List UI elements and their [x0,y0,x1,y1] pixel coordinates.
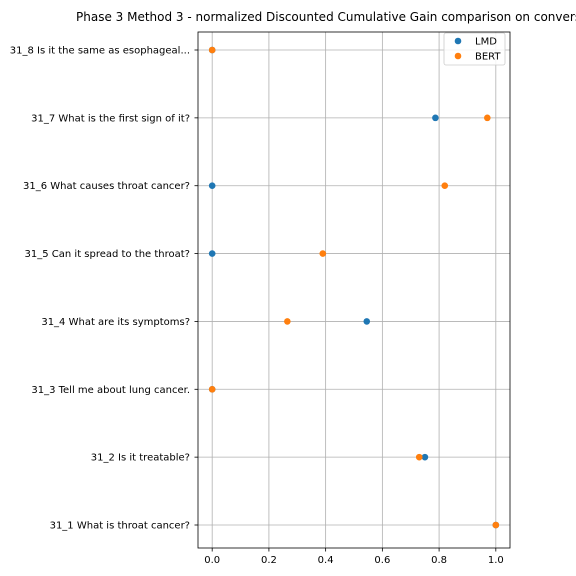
legend-marker-lmd [454,37,462,45]
lmd-point [432,114,439,122]
legend-label-lmd: LMD [475,37,497,48]
y-tick-label: 31_1 What is throat cancer? [50,521,190,532]
y-tick-label: 31_8 Is it the same as esophageal... [10,46,190,57]
x-tick-label: 0.8 [431,555,447,566]
lmd-point [208,182,216,190]
bert-point [208,385,216,393]
x-tick-label: 0.2 [261,555,277,566]
legend-label-bert: BERT [475,52,501,63]
lmd-point [421,453,429,461]
chart-title: Phase 3 Method 3 - normalized Discounted… [76,10,576,24]
legend-marker-bert [454,52,462,60]
bert-point [484,114,491,122]
y-tick-label: 31_4 What are its symptoms? [41,317,190,328]
x-tick-label: 0.0 [204,555,220,566]
y-tick-label: 31_3 Tell me about lung cancer. [31,385,190,396]
bert-point [319,250,327,257]
bert-point [208,46,216,54]
tick-layer: 0.0 0.2 0.4 0.6 0.8 1.0 31_1 What is throat ca… [10,46,504,567]
y-tick-label: 31_5 Can it spread to the throat? [25,249,190,260]
bert-point [415,453,423,461]
y-tick-label: 31_7 What is the first sign of it? [31,113,190,124]
bert-point [492,521,500,529]
bert-point [441,182,449,190]
y-tick-label: 31_6 What causes throat cancer? [23,181,190,192]
x-tick-label: 1.0 [488,555,504,566]
x-tick-label: 0.6 [374,555,390,566]
point-layer [208,46,500,529]
legend: LMD BERT [443,32,506,66]
lmd-point [208,250,216,257]
lmd-point [363,318,371,325]
plot-frame [197,31,511,549]
y-tick-label: 31_2 Is it treatable? [91,453,190,464]
x-tick-label: 0.4 [318,555,334,566]
bert-point [284,318,291,325]
